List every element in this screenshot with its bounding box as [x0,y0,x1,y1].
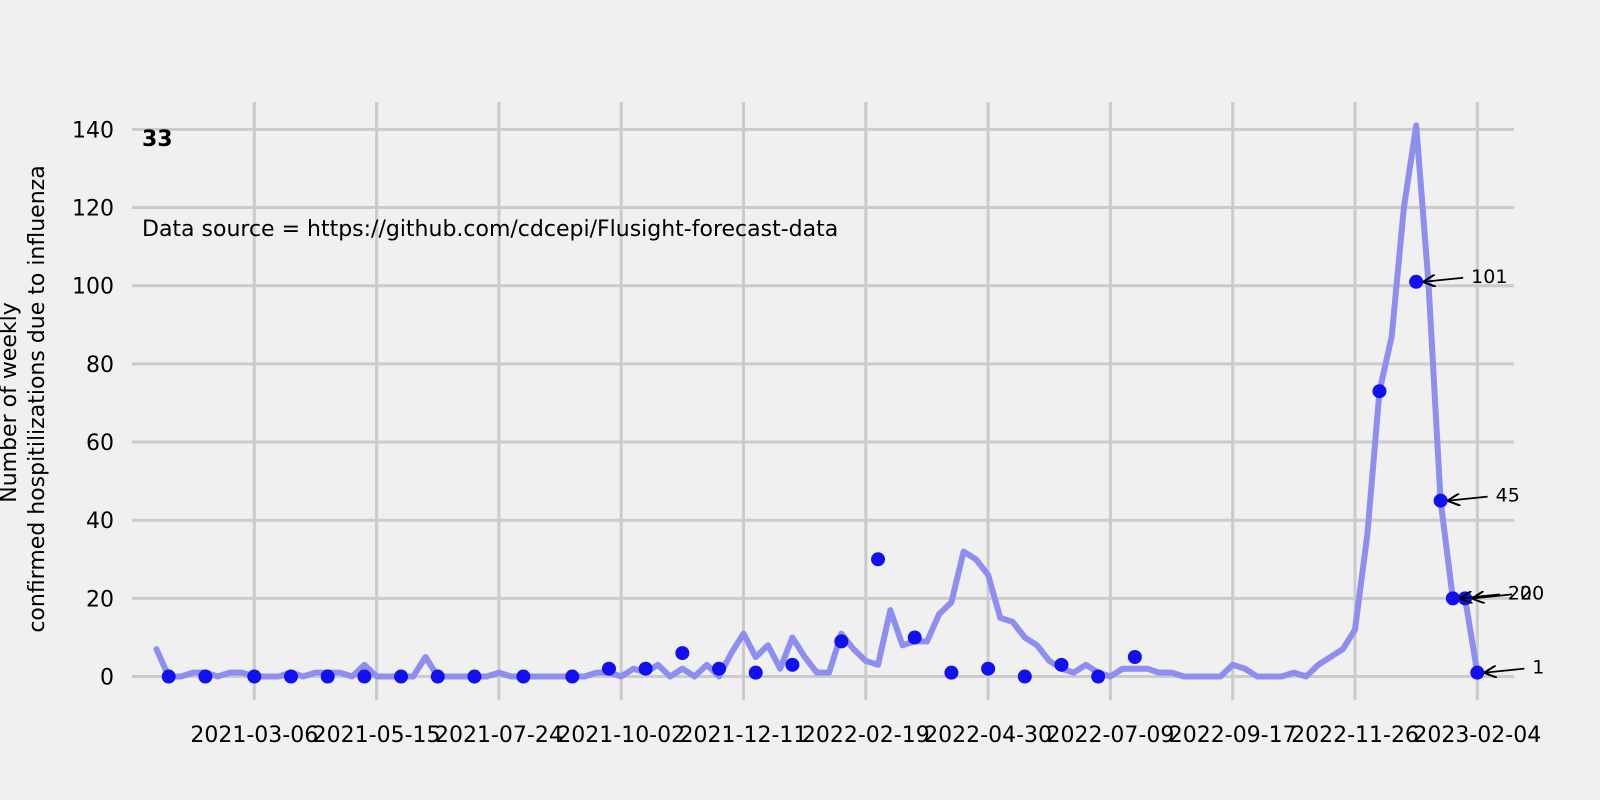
data-point [981,661,996,676]
data-point [1127,650,1142,665]
data-point [1054,657,1069,672]
grid [132,102,1514,700]
x-tick-label: 2021-03-06 [190,723,318,748]
x-tick-label: 2022-04-30 [924,723,1052,748]
data-point [871,552,886,567]
x-tick-label: 2021-10-02 [557,723,685,748]
y-tick-label: 0 [100,666,114,691]
data-point [161,669,176,684]
annotation-label: 20 [1508,582,1532,604]
data-point [1409,274,1424,289]
data-point [675,646,690,661]
data-point [1372,384,1387,399]
data-point [907,630,922,645]
y-axis-label-line-1: Number of weekly [0,302,22,503]
data-point [1017,669,1032,684]
annotation-label: 101 [1471,266,1507,288]
data-point [283,669,298,684]
y-tick-label: 20 [86,587,114,612]
y-axis-ticks: 0 20 40 60 80 100 120 140 [72,118,114,690]
annotation-arrow [1461,594,1500,598]
data-point [1433,493,1448,508]
data-point [320,669,335,684]
data-point [430,669,445,684]
x-tick-label: 2021-07-24 [435,723,563,748]
data-point [198,669,213,684]
x-tick-label: 2021-05-15 [313,723,441,748]
data-point [565,669,580,684]
annotation-label: 20 [1520,582,1544,604]
y-tick-label: 140 [72,118,114,143]
data-point [638,661,653,676]
x-tick-label: 2022-11-26 [1291,723,1419,748]
data-point [1091,669,1106,684]
y-tick-label: 80 [86,353,114,378]
annotation-arrow [1424,278,1464,282]
badge-text: 33 [142,127,173,152]
y-tick-label: 40 [86,509,114,534]
y-tick-label: 60 [86,431,114,456]
data-point [748,665,763,680]
series-line [153,122,1481,680]
x-tick-label: 2022-07-09 [1046,723,1174,748]
series-layer [153,122,1481,680]
y-axis-label-line-2: confirmed hospitilizations due to influe… [25,165,50,632]
y-tick-label: 100 [72,275,114,300]
data-point [601,661,616,676]
data-point [1470,665,1485,680]
x-tick-label: 2021-12-11 [680,723,808,748]
data-point [834,634,849,649]
data-point [467,669,482,684]
data-point [516,669,531,684]
data-point [785,657,800,672]
data-point [357,669,372,684]
x-tick-label: 2022-02-19 [802,723,930,748]
y-tick-label: 120 [72,197,114,222]
annotation-label: 45 [1496,485,1520,507]
annotation-arrow [1449,497,1488,501]
x-axis-ticks: 2021-03-062021-05-152021-07-242021-10-02… [190,723,1541,748]
x-tick-label: 2023-02-04 [1413,723,1541,748]
annotation-arrow [1473,594,1513,598]
data-point [1445,591,1460,606]
y-axis-label: Number of weekly confirmed hospitilizati… [0,165,50,632]
markers-layer [161,274,1485,684]
data-point [712,661,727,676]
data-point [944,665,959,680]
data-point [394,669,409,684]
annotation-label: 1 [1532,657,1544,679]
x-tick-label: 2022-09-17 [1169,723,1297,748]
data-source-note: Data source = https://github.com/cdcepi/… [142,217,838,242]
annotation-arrow [1485,669,1525,673]
data-point [247,669,262,684]
